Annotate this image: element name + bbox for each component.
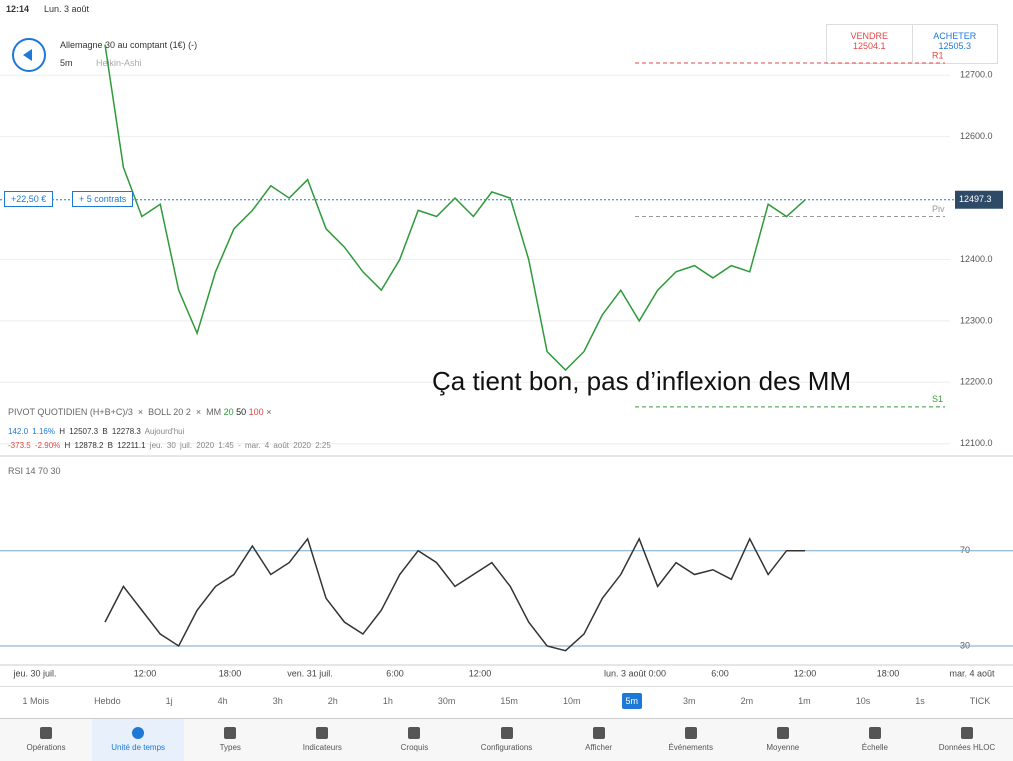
tab-bar: Opérations Unité de temps Types Indicateurs… <box>0 718 1013 761</box>
instrument: Allemagne 30 au comptant (1€) (-) <box>60 40 198 50</box>
y-tick-label: 12300.0 <box>960 315 993 325</box>
timeframe-button[interactable]: 1j <box>165 696 173 706</box>
timeframe-button[interactable]: 4h <box>217 696 228 706</box>
timeframe-button[interactable]: 2h <box>327 696 338 706</box>
time-label: jeu. 30 juil. <box>12 668 56 678</box>
status-time: 12:14 <box>6 4 30 14</box>
pivot-level-label: S1 <box>932 394 943 404</box>
timeframe-button[interactable]: 1m <box>798 696 811 706</box>
timeframe-button[interactable]: 1h <box>382 696 393 706</box>
tab[interactable]: Opérations <box>0 719 92 761</box>
time-label: 12:00 <box>794 668 817 678</box>
time-label: ven. 31 juil. <box>287 668 333 678</box>
chart: 12700.0 12600.0 12400.0 12300.0 12200.0 12100… <box>0 44 1013 678</box>
price-line <box>104 536 805 652</box>
buy-price: 12505.3 <box>938 41 972 51</box>
time-label: 12:00 <box>469 668 492 678</box>
stats-row-1: 142.0 1.16% H 12507.3 B 12278.3 Aujourd'… <box>8 427 184 436</box>
indicator-legend: PIVOT QUOTIDIEN (H+B+C)/3 × BOLL 20 2 × … <box>8 407 272 417</box>
back-button[interactable] <box>12 38 46 72</box>
sell-label: VENDRE <box>850 31 888 41</box>
timeframe-button[interactable]: 10s <box>855 696 871 706</box>
tab[interactable]: Afficher <box>553 719 645 761</box>
rsi-legend: RSI 14 70 30 <box>8 466 61 476</box>
y-tick-label: 30 <box>960 640 970 650</box>
stat: -373.5 <box>8 441 31 450</box>
tab[interactable]: Unité de temps <box>92 719 185 761</box>
annotation: Ça tient bon, pas d’inflexion des MM <box>432 366 852 396</box>
tab[interactable]: Configurations <box>460 719 552 761</box>
timeframe-button[interactable]: 1s <box>915 696 925 706</box>
boll-label: BOLL 20 2 <box>148 407 191 417</box>
price-tag <box>955 190 1003 209</box>
tab[interactable]: Échelle <box>829 719 921 761</box>
timeframe-button[interactable]: 3h <box>272 696 283 706</box>
stat: 1.16% <box>32 427 55 436</box>
stats-row-2: -373.5 -2.90% H 12878.2 B 12211.1 jeu. 3… <box>8 441 331 450</box>
y-tick-label: 12400.0 <box>960 254 993 264</box>
stat: H 12878.2 <box>64 441 104 450</box>
time-label: 18:00 <box>219 668 242 678</box>
timeframe-button[interactable]: 1 Mois <box>22 696 50 706</box>
tab[interactable]: Types <box>184 719 276 761</box>
mm50: 50 <box>236 407 247 417</box>
y-tick-label: 12200.0 <box>960 377 993 387</box>
timeframe-button[interactable]: 3m <box>683 696 696 706</box>
position-size[interactable]: + 5 contrats <box>72 191 134 207</box>
tab[interactable]: Indicateurs <box>276 719 368 761</box>
timeframe-button[interactable]: 10m <box>562 696 581 706</box>
stat: jeu. 30 juil. 2020 1:45 - mar. 4 août 20… <box>149 441 331 450</box>
position-pnl[interactable]: +22,50 € <box>4 191 54 207</box>
tab[interactable]: Données HLOC <box>921 719 1013 761</box>
pivot-level-label: Piv <box>932 204 945 214</box>
timeframe-button[interactable]: TICK <box>969 696 991 706</box>
tab[interactable]: Croquis <box>368 719 460 761</box>
stat: B 12211.1 <box>107 441 146 450</box>
mm-label: MM <box>206 407 222 417</box>
trade-box: VENDRE 12504.1 ACHETER 12505.3 <box>826 24 998 64</box>
mm20: 20 <box>223 407 234 417</box>
pivot-level-label: R1 <box>932 50 944 60</box>
timeframe-button[interactable]: 5m <box>621 693 643 709</box>
chart-style: Heikin-Ashi <box>96 58 142 68</box>
y-tick-label: 12600.0 <box>960 131 993 141</box>
timeframe-button[interactable]: 30m <box>437 696 456 706</box>
timeframe-button[interactable]: 2m <box>740 696 754 706</box>
pivot-label: PIVOT QUOTIDIEN (H+B+C)/3 <box>8 407 133 417</box>
stat: -2.90% <box>34 441 61 450</box>
time-label: lun. 3 août 0:00 <box>604 668 666 678</box>
time-label: 18:00 <box>877 668 900 678</box>
stat: Aujourd'hui <box>144 427 185 436</box>
buy-label: ACHETER <box>933 31 977 41</box>
price-line <box>104 44 806 372</box>
y-tick-label: 12700.0 <box>960 70 993 80</box>
time-label: 12:00 <box>134 668 157 678</box>
time-label: mar. 4 août <box>949 668 995 678</box>
price-tag-label: 12497.3 <box>959 194 992 204</box>
y-tick-label: 12100.0 <box>960 438 993 448</box>
sell-button[interactable]: VENDRE 12504.1 <box>827 25 913 63</box>
stat: B 12278.3 <box>102 427 141 436</box>
time-label: 6:00 <box>386 668 404 678</box>
mm100: 100 <box>248 407 264 417</box>
timeframe-button[interactable]: 15m <box>500 696 518 706</box>
status-date: Lun. 3 août <box>44 4 90 14</box>
buy-button[interactable]: ACHETER 12505.3 <box>913 25 998 63</box>
stat: H 12507.3 <box>59 427 99 436</box>
timeframe-bar: 1 Mois Hebdo 1j 4h 3h 2h 1h 30m 15m 10m 5m 3m 2m 1m 10… <box>0 686 1013 715</box>
interval: 5m <box>60 58 73 68</box>
sell-price: 12504.1 <box>852 41 886 51</box>
time-label: 6:00 <box>711 668 729 678</box>
timeframe-button[interactable]: Hebdo <box>94 696 121 706</box>
y-tick-label: 70 <box>960 545 970 555</box>
stat: 142.0 <box>8 427 29 436</box>
tab[interactable]: Événements <box>645 719 737 761</box>
tab[interactable]: Moyenne <box>737 719 829 761</box>
